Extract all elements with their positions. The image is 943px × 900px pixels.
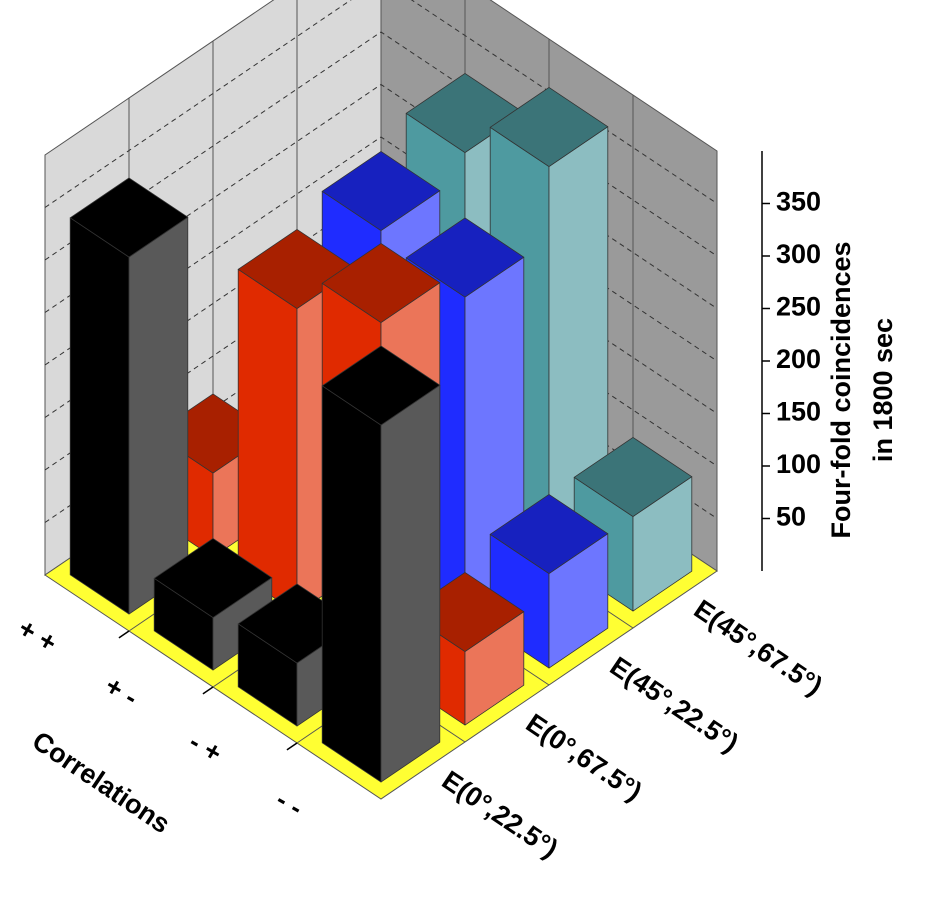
x-axis-title: Correlations [27,725,176,839]
bar-left-face [321,385,382,783]
y-tick-label: 50 [776,502,806,532]
x-tick-label: + - [100,671,143,713]
series-label: E(0°,22.5°) [437,765,564,864]
y-axis-title: in 1800 sec [868,318,898,462]
bar-top-face [321,345,441,426]
series-label: E(45°,22.5°) [605,651,744,758]
y-tick-label: 100 [776,449,821,479]
x-tick [202,686,214,695]
x-tick-label: + + [13,613,62,659]
bar-right-face [380,384,441,783]
bar-top-face [321,151,441,231]
bar-top-face [69,177,189,258]
series-label: E(45°,67.5°) [689,594,828,701]
y-tick-label: 150 [776,397,821,427]
x-tick [118,630,130,639]
y-tick-label: 350 [776,187,821,217]
series-label: E(0°,67.5°) [521,708,648,807]
bar-top-face [321,243,441,323]
bar-right-face [128,216,189,615]
bar-top-face [153,538,273,618]
x-tick-label: - + [184,727,227,769]
bar-left-face [69,217,130,615]
bar-top-face [405,217,525,298]
bar-top-face [489,494,609,574]
y-axis-title: Four-fold coincidences [826,241,856,538]
bar-top-face [573,437,693,517]
x-tick-label: - - [271,784,308,823]
x-tick [286,742,298,751]
y-tick-label: 200 [776,344,821,374]
bar-top-face [489,87,609,167]
y-tick-label: 250 [776,292,821,322]
y-tick-label: 300 [776,239,821,269]
